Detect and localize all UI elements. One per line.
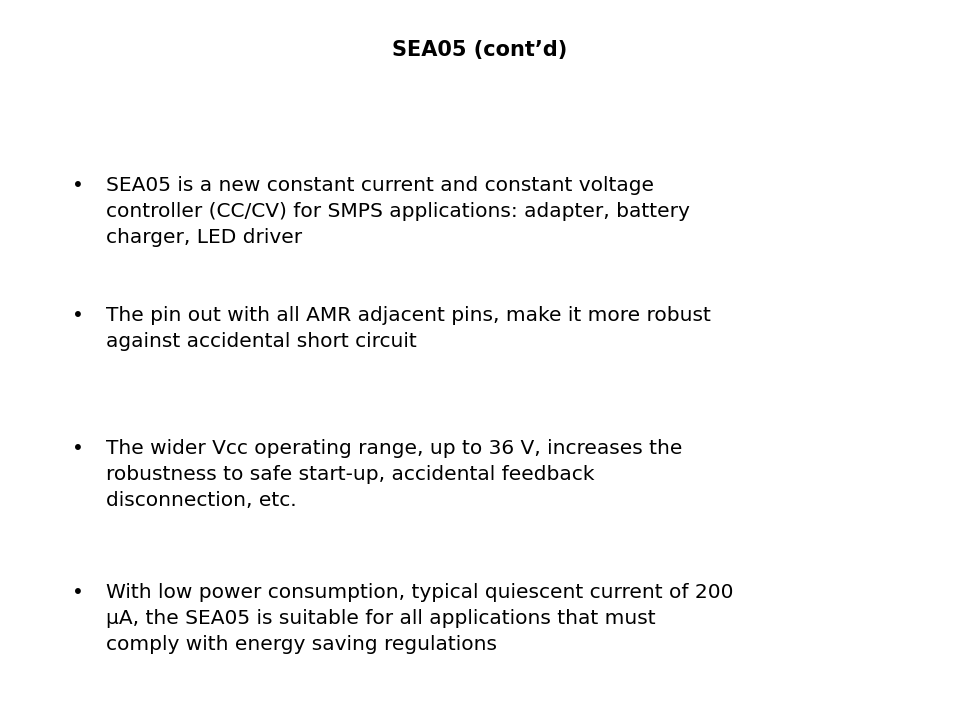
Text: •: • — [72, 176, 84, 195]
Text: SEA05 (cont’d): SEA05 (cont’d) — [393, 40, 567, 60]
Text: The pin out with all AMR adjacent pins, make it more robust
against accidental s: The pin out with all AMR adjacent pins, … — [106, 306, 710, 351]
Text: •: • — [72, 306, 84, 325]
Text: •: • — [72, 583, 84, 602]
Text: The wider Vcc operating range, up to 36 V, increases the
robustness to safe star: The wider Vcc operating range, up to 36 … — [106, 439, 682, 510]
Text: •: • — [72, 439, 84, 458]
Text: With low power consumption, typical quiescent current of 200
μA, the SEA05 is su: With low power consumption, typical quie… — [106, 583, 733, 654]
Text: SEA05 is a new constant current and constant voltage
controller (CC/CV) for SMPS: SEA05 is a new constant current and cons… — [106, 176, 689, 247]
